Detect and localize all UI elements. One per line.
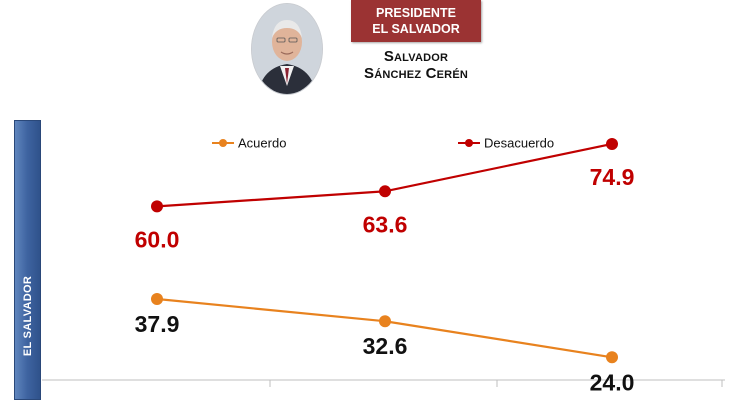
- portrait-icon: [252, 4, 322, 94]
- data-point-desacuerdo-0: [151, 200, 163, 213]
- country-sidebar: EL SALVADOR: [14, 120, 41, 400]
- legend-marker-acuerdo: [219, 139, 227, 147]
- data-point-desacuerdo-2: [606, 137, 618, 150]
- data-label-acuerdo-1: 32.6: [363, 333, 408, 359]
- badge-line-2: EL SALVADOR: [372, 22, 460, 36]
- person-name: Salvador Sánchez Cerén: [340, 48, 492, 82]
- data-point-acuerdo-1: [379, 315, 391, 328]
- badge-line-1: PRESIDENTE: [376, 6, 456, 20]
- data-label-desacuerdo-2: 74.9: [590, 164, 635, 190]
- data-label-desacuerdo-0: 60.0: [135, 226, 180, 252]
- legend-marker-desacuerdo: [465, 139, 473, 147]
- name-line-1: Salvador: [383, 48, 449, 65]
- legend-label-acuerdo: Acuerdo: [238, 136, 286, 151]
- data-label-acuerdo-2: 24.0: [590, 369, 635, 395]
- data-label-desacuerdo-1: 63.6: [363, 211, 408, 237]
- president-portrait: [252, 4, 322, 94]
- data-label-acuerdo-0: 37.9: [135, 311, 180, 337]
- title-badge: PRESIDENTE EL SALVADOR: [351, 0, 481, 42]
- data-point-acuerdo-0: [151, 293, 163, 306]
- data-point-desacuerdo-1: [379, 185, 391, 198]
- data-point-acuerdo-2: [606, 351, 618, 364]
- legend-label-desacuerdo: Desacuerdo: [484, 136, 554, 151]
- name-line-2: Sánchez Cerén: [364, 65, 468, 82]
